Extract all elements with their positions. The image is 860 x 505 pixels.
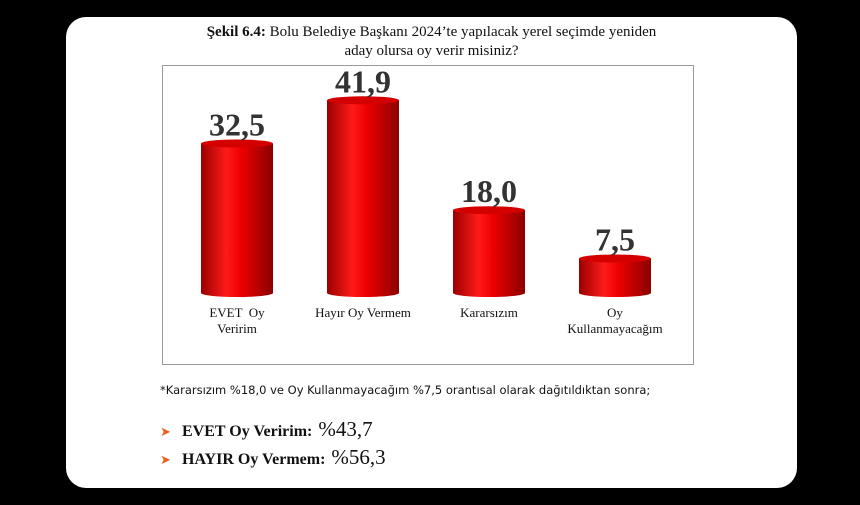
title-line-2: aday olursa oy verir misiniz? (344, 43, 519, 59)
category-label: Kararsızım (460, 305, 518, 320)
result-no-value: %56,3 (331, 445, 386, 469)
bar-body (201, 143, 273, 297)
result-no-label: HAYIR Oy Vermem: (182, 451, 326, 468)
category-label: Veririm (217, 321, 257, 336)
footnote: *Kararsızım %18,0 ve Oy Kullanmayacağım … (160, 383, 651, 397)
bar-body (327, 100, 399, 297)
bar-body (579, 258, 651, 297)
category-label: EVET Oy (209, 305, 265, 320)
result-yes-value: %43,7 (318, 417, 373, 441)
bar-1 (201, 139, 273, 297)
category-label: Hayır Oy Vermem (315, 305, 411, 320)
figure-card: Şekil 6.4: Bolu Belediye Başkanı 2024’te… (66, 17, 797, 488)
result-no: ➤ HAYIR Oy Vermem: %56,3 (160, 445, 386, 470)
chart-title: Şekil 6.4: Bolu Belediye Başkanı 2024’te… (66, 23, 797, 61)
category-label: Kullanmayacağım (567, 321, 662, 336)
figure-number: Şekil 6.4: (206, 24, 266, 40)
bar-top (579, 254, 651, 263)
bar-3 (453, 206, 525, 297)
data-label: 7,5 (595, 222, 635, 258)
data-label: 32,5 (209, 107, 265, 143)
data-label: 18,0 (461, 173, 517, 209)
bar-top (327, 96, 399, 105)
data-label: 41,9 (335, 66, 391, 99)
category-label: Oy (607, 305, 623, 320)
plot-area: 32,5 EVET Oy Veririm 41,9 Hayır Oy Vermem 18,… (162, 65, 694, 365)
arrow-icon: ➤ (160, 453, 171, 468)
bar-top (453, 206, 525, 215)
arrow-icon: ➤ (160, 425, 171, 440)
result-yes: ➤ EVET Oy Veririm: %43,7 (160, 417, 373, 442)
title-line-1: Bolu Belediye Başkanı 2024’te yapılacak … (269, 24, 657, 40)
bar-top (201, 139, 273, 148)
bar-2 (327, 96, 399, 297)
result-yes-label: EVET Oy Veririm: (182, 423, 313, 440)
bar-4 (579, 254, 651, 297)
bar-body (453, 210, 525, 297)
